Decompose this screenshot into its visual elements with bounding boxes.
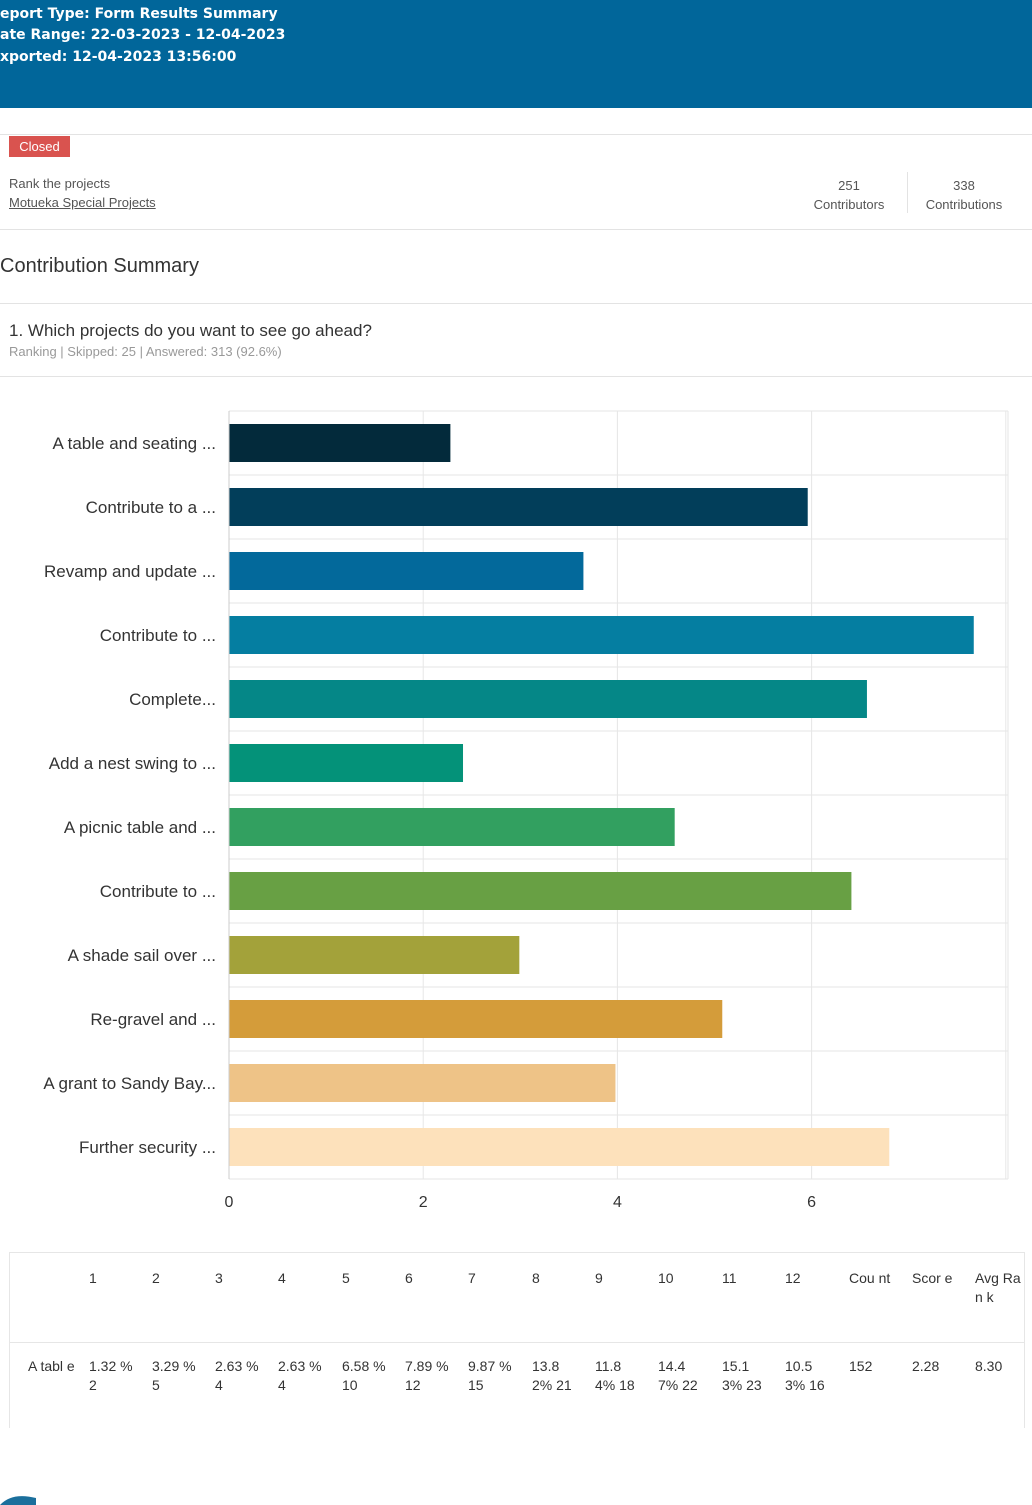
category-label: Revamp and update ... — [44, 562, 216, 581]
bar — [229, 1064, 616, 1102]
project-link[interactable]: Motueka Special Projects — [9, 195, 156, 210]
report-header: eport Type: Form Results Summary ate Ran… — [0, 0, 1032, 108]
bar — [229, 808, 675, 846]
table-header-cell: 11 — [722, 1270, 737, 1286]
table-header-cell: 1 — [89, 1270, 97, 1286]
table-header-cell: Avg Ran k — [975, 1270, 1021, 1305]
table-cell: 152 — [849, 1358, 873, 1374]
footer-logo — [0, 1496, 36, 1505]
table-cell: 15.1 3% 23 — [722, 1358, 762, 1393]
table-cell: 3.29 % 5 — [152, 1358, 196, 1393]
bar — [229, 936, 520, 974]
table-header-cell: 3 — [215, 1270, 223, 1286]
table-row-divider — [10, 1342, 1024, 1343]
contributions-stat: 338 Contributions — [914, 176, 1014, 214]
survey-name: Rank the projects — [9, 176, 111, 191]
exported-timestamp: xported: 12-04-2023 13:56:00 — [0, 49, 237, 65]
table-header-cell: Cou nt — [849, 1270, 891, 1286]
contributors-stat: 251 Contributors — [799, 176, 899, 214]
category-label: Contribute to a ... — [86, 498, 216, 517]
contributors-value: 251 — [838, 178, 860, 193]
table-cell: 14.4 7% 22 — [658, 1358, 698, 1393]
table-header-cell: 12 — [785, 1270, 801, 1286]
date-range: ate Range: 22-03-2023 - 12-04-2023 — [0, 27, 286, 43]
table-cell: 6.58 % 10 — [342, 1358, 386, 1393]
table-cell: 7.89 % 12 — [405, 1358, 449, 1393]
bar — [229, 744, 464, 782]
divider — [0, 134, 1032, 135]
contributions-value: 338 — [953, 178, 975, 193]
table-cell: 13.8 2% 21 — [532, 1358, 572, 1393]
bar — [229, 1000, 723, 1038]
bar — [229, 488, 808, 526]
x-tick-label: 6 — [807, 1194, 816, 1211]
table-header-cell: 9 — [595, 1270, 603, 1286]
bar — [229, 680, 867, 718]
x-tick-label: 0 — [225, 1194, 234, 1211]
x-tick-label: 2 — [419, 1194, 428, 1211]
table-cell: 8.30 — [975, 1358, 1003, 1374]
table-cell: A tabl e — [28, 1358, 75, 1374]
table-header-cell: 10 — [658, 1270, 674, 1286]
bar — [229, 616, 974, 654]
question-meta: Ranking | Skipped: 25 | Answered: 313 (9… — [9, 344, 282, 359]
report-type: eport Type: Form Results Summary — [0, 6, 278, 22]
contributions-label: Contributions — [925, 197, 1003, 212]
logo-swoosh — [0, 1496, 36, 1505]
table-cell: 9.87 % 15 — [468, 1358, 512, 1393]
category-label: A table and seating ... — [52, 434, 216, 453]
ranking-bar-chart: A table and seating ... Contribute to a .… — [43, 410, 1009, 1211]
bar — [229, 552, 584, 590]
bar — [229, 424, 451, 462]
table-header-cell: 2 — [152, 1270, 160, 1286]
divider — [0, 376, 1032, 377]
section-title: Contribution Summary — [0, 255, 199, 277]
category-label: Contribute to ... — [100, 626, 216, 645]
table-header-cell: 4 — [278, 1270, 286, 1286]
x-tick-label: 4 — [613, 1194, 622, 1211]
table-header-cell: Scor e — [912, 1270, 953, 1286]
category-label: A shade sail over ... — [68, 946, 216, 965]
table-header-cell: 5 — [342, 1270, 350, 1286]
category-label: A picnic table and ... — [64, 818, 216, 837]
category-label: A grant to Sandy Bay... — [43, 1074, 216, 1093]
table-cell: 2.63 % 4 — [215, 1358, 259, 1393]
bar — [229, 872, 852, 910]
contributors-label: Contributors — [813, 197, 885, 212]
divider — [0, 229, 1032, 230]
category-label: Re-gravel and ... — [90, 1010, 216, 1029]
category-label: Complete... — [129, 690, 216, 709]
divider — [0, 303, 1032, 304]
stat-divider — [907, 172, 908, 213]
table-header-cell: 7 — [468, 1270, 476, 1286]
table-cell: 2.28 — [912, 1358, 940, 1374]
table-cell: 1.32 % 2 — [89, 1358, 133, 1393]
category-label: Add a nest swing to ... — [49, 754, 216, 773]
bar — [229, 1128, 890, 1166]
category-label: Contribute to ... — [100, 882, 216, 901]
table-header-cell: 8 — [532, 1270, 540, 1286]
status-badge: Closed — [9, 136, 70, 157]
question-title: 1. Which projects do you want to see go … — [9, 321, 372, 340]
table-cell: 10.5 3% 16 — [785, 1358, 825, 1393]
category-label: Further security ... — [79, 1138, 216, 1157]
table-header-cell: 6 — [405, 1270, 413, 1286]
table-cell: 2.63 % 4 — [278, 1358, 322, 1393]
table-cell: 11.8 4% 18 — [595, 1358, 635, 1393]
